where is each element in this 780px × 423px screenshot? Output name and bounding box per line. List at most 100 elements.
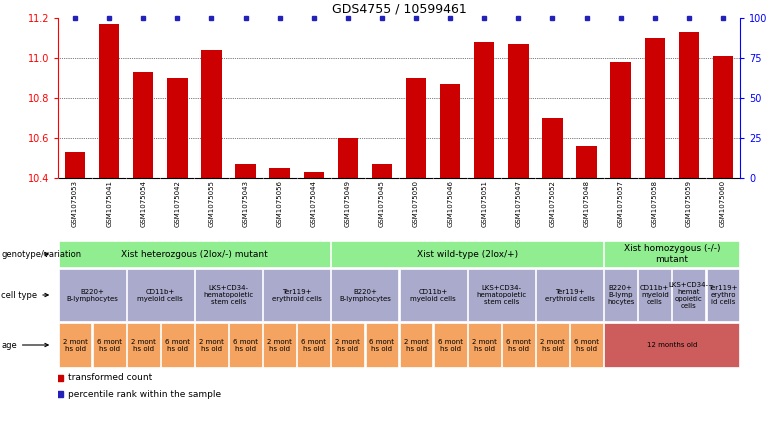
Title: GDS4755 / 10599461: GDS4755 / 10599461 xyxy=(332,3,466,16)
Bar xyxy=(93,323,126,367)
Bar xyxy=(502,323,535,367)
Bar xyxy=(195,323,228,367)
Text: GSM1075045: GSM1075045 xyxy=(379,180,385,227)
Text: GSM1075048: GSM1075048 xyxy=(583,180,590,227)
Text: genotype/variation: genotype/variation xyxy=(1,250,81,258)
Text: age: age xyxy=(1,341,48,349)
Text: B220+
B-lymp
hocytes: B220+ B-lymp hocytes xyxy=(607,285,634,305)
Bar xyxy=(604,241,739,267)
Bar xyxy=(229,323,262,367)
Bar xyxy=(672,269,705,321)
Text: Ter119+
erythroid cells: Ter119+ erythroid cells xyxy=(544,288,594,302)
Text: 12 months old: 12 months old xyxy=(647,342,697,348)
Text: GSM1075056: GSM1075056 xyxy=(277,180,282,227)
Text: Xist wild-type (2lox/+): Xist wild-type (2lox/+) xyxy=(417,250,518,258)
Text: LKS+CD34-
hemat
opoietic
cells: LKS+CD34- hemat opoietic cells xyxy=(669,281,709,308)
Bar xyxy=(468,269,535,321)
Bar xyxy=(58,241,330,267)
Text: percentile rank within the sample: percentile rank within the sample xyxy=(68,390,222,398)
Text: 6 mont
hs old: 6 mont hs old xyxy=(574,338,599,352)
Text: GSM1075050: GSM1075050 xyxy=(413,180,419,227)
Text: 2 mont
hs old: 2 mont hs old xyxy=(540,338,565,352)
Text: LKS+CD34-
hematopoietic
stem cells: LKS+CD34- hematopoietic stem cells xyxy=(476,285,526,305)
Bar xyxy=(644,38,665,178)
Text: GSM1075060: GSM1075060 xyxy=(720,180,726,227)
Text: CD11b+
myeloid cells: CD11b+ myeloid cells xyxy=(137,288,183,302)
Bar xyxy=(332,241,603,267)
Bar xyxy=(195,269,262,321)
Bar xyxy=(604,323,739,367)
Text: GSM1075046: GSM1075046 xyxy=(447,180,453,227)
Bar xyxy=(303,172,324,178)
Text: 6 mont
hs old: 6 mont hs old xyxy=(370,338,395,352)
Bar xyxy=(542,118,562,178)
Text: Xist homozygous (-/-)
mutant: Xist homozygous (-/-) mutant xyxy=(623,244,720,264)
Bar xyxy=(297,323,330,367)
Text: GSM1075047: GSM1075047 xyxy=(516,180,521,227)
Bar xyxy=(127,323,160,367)
Bar xyxy=(406,78,427,178)
Bar xyxy=(332,269,399,321)
Bar xyxy=(679,32,699,178)
Bar xyxy=(332,323,364,367)
Text: LKS+CD34-
hematopoietic
stem cells: LKS+CD34- hematopoietic stem cells xyxy=(204,285,254,305)
Text: cell type: cell type xyxy=(1,291,48,299)
Text: Ter119+
erythro
id cells: Ter119+ erythro id cells xyxy=(708,285,738,305)
Text: 2 mont
hs old: 2 mont hs old xyxy=(335,338,360,352)
Text: GSM1075043: GSM1075043 xyxy=(243,180,249,227)
Bar xyxy=(236,164,256,178)
Text: 6 mont
hs old: 6 mont hs old xyxy=(165,338,190,352)
Bar xyxy=(474,42,495,178)
Text: GSM1075052: GSM1075052 xyxy=(549,180,555,227)
Text: CD11b+
myeloid cells: CD11b+ myeloid cells xyxy=(410,288,456,302)
Bar xyxy=(65,152,85,178)
Text: B220+
B-lymphocytes: B220+ B-lymphocytes xyxy=(66,288,118,302)
Bar xyxy=(468,323,501,367)
Bar xyxy=(99,24,119,178)
Text: 6 mont
hs old: 6 mont hs old xyxy=(233,338,258,352)
Bar xyxy=(264,269,330,321)
Bar xyxy=(440,84,460,178)
Bar xyxy=(434,323,466,367)
Text: GSM1075042: GSM1075042 xyxy=(175,180,180,227)
Bar xyxy=(570,323,603,367)
Text: 6 mont
hs old: 6 mont hs old xyxy=(97,338,122,352)
Bar xyxy=(338,138,358,178)
Text: GSM1075044: GSM1075044 xyxy=(310,180,317,227)
Bar xyxy=(161,323,193,367)
Text: 2 mont
hs old: 2 mont hs old xyxy=(62,338,87,352)
Bar xyxy=(167,78,187,178)
Bar xyxy=(58,269,126,321)
Bar xyxy=(611,62,631,178)
Text: Xist heterozgous (2lox/-) mutant: Xist heterozgous (2lox/-) mutant xyxy=(121,250,268,258)
Text: 2 mont
hs old: 2 mont hs old xyxy=(268,338,292,352)
Text: GSM1075057: GSM1075057 xyxy=(618,180,624,227)
Bar xyxy=(372,164,392,178)
Text: 6 mont
hs old: 6 mont hs old xyxy=(301,338,326,352)
Text: GSM1075041: GSM1075041 xyxy=(106,180,112,227)
Bar xyxy=(269,168,290,178)
Text: 2 mont
hs old: 2 mont hs old xyxy=(472,338,497,352)
Text: GSM1075058: GSM1075058 xyxy=(652,180,658,227)
Bar xyxy=(707,269,739,321)
Bar xyxy=(638,269,671,321)
Text: GSM1075053: GSM1075053 xyxy=(72,180,78,227)
Bar xyxy=(399,269,466,321)
Bar xyxy=(127,269,193,321)
Text: GSM1075051: GSM1075051 xyxy=(481,180,488,227)
Bar xyxy=(264,323,296,367)
Text: Ter119+
erythroid cells: Ter119+ erythroid cells xyxy=(271,288,321,302)
Text: GSM1075049: GSM1075049 xyxy=(345,180,351,227)
Text: 2 mont
hs old: 2 mont hs old xyxy=(131,338,156,352)
Text: 2 mont
hs old: 2 mont hs old xyxy=(199,338,224,352)
Text: 6 mont
hs old: 6 mont hs old xyxy=(506,338,531,352)
Bar xyxy=(604,269,637,321)
Text: GSM1075059: GSM1075059 xyxy=(686,180,692,227)
Bar xyxy=(133,72,154,178)
Bar xyxy=(536,269,603,321)
Bar xyxy=(713,56,733,178)
Bar xyxy=(536,323,569,367)
Text: transformed count: transformed count xyxy=(68,373,152,382)
Text: B220+
B-lymphocytes: B220+ B-lymphocytes xyxy=(339,288,391,302)
Text: GSM1075054: GSM1075054 xyxy=(140,180,147,227)
